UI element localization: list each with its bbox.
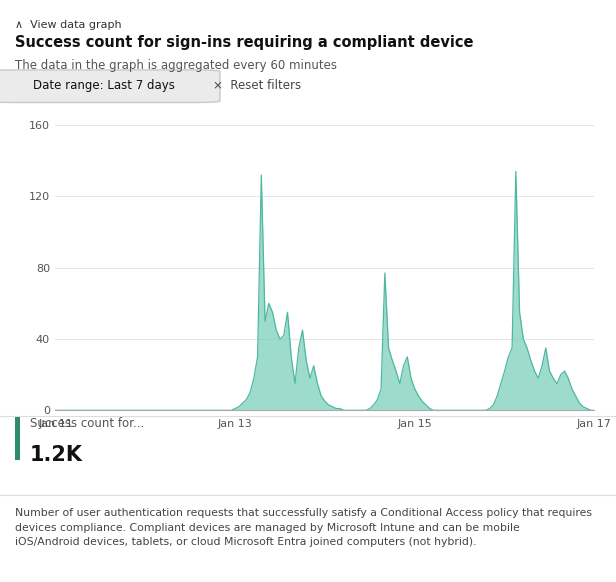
Text: ⨯  Reset filters: ⨯ Reset filters (213, 79, 301, 93)
Text: Number of user authentication requests that successfully satisfy a Conditional A: Number of user authentication requests t… (15, 508, 593, 547)
Text: Date range: Last 7 days: Date range: Last 7 days (33, 79, 176, 93)
FancyBboxPatch shape (0, 70, 220, 102)
Text: Success count for sign-ins requiring a compliant device: Success count for sign-ins requiring a c… (15, 35, 474, 50)
Text: Success count for...: Success count for... (30, 417, 144, 430)
Text: 1.2K: 1.2K (30, 445, 83, 466)
Text: ∧  View data graph: ∧ View data graph (15, 20, 122, 30)
Bar (15, 417, 20, 460)
Text: The data in the graph is aggregated every 60 minutes: The data in the graph is aggregated ever… (15, 59, 338, 72)
